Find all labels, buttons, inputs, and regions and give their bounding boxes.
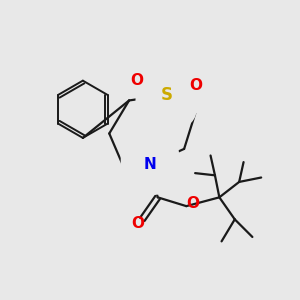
Text: O: O — [130, 73, 143, 88]
Text: N: N — [144, 157, 156, 172]
Text: O: O — [190, 78, 203, 93]
Text: O: O — [186, 196, 200, 211]
Text: O: O — [131, 216, 144, 231]
Text: S: S — [160, 86, 172, 104]
